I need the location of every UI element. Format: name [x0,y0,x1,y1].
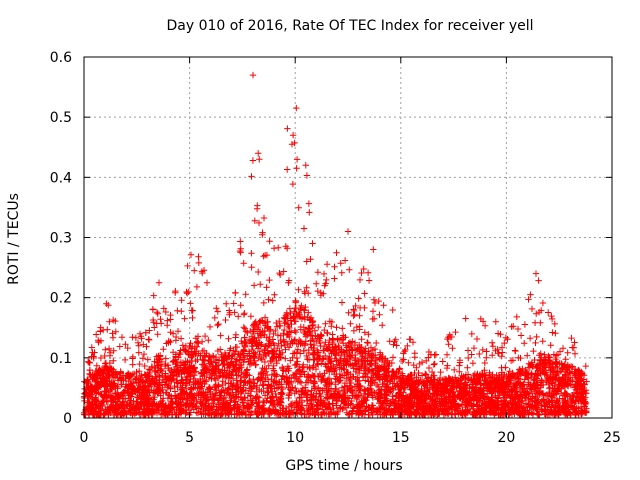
x-tick-label: 10 [286,430,304,446]
grid-layer [84,57,612,418]
y-tick-label: 0.3 [50,231,72,247]
roti-data-points [80,71,590,419]
y-tick-label: 0 [63,411,72,427]
data-points-layer [80,71,590,419]
x-tick-label: 20 [497,430,515,446]
chart-title: Day 010 of 2016, Rate Of TEC Index for r… [166,18,533,34]
y-tick-label: 0.4 [50,170,72,186]
y-tick-label: 0.6 [50,50,72,66]
x-tick-label: 25 [603,430,621,446]
y-tick-label: 0.5 [50,110,72,126]
y-tick-label: 0.2 [50,291,72,307]
x-tick-label: 5 [185,430,194,446]
ticks-layer [83,56,613,419]
x-tick-label: 0 [80,430,89,446]
y-axis-label: ROTI / TECUs [6,193,22,285]
x-tick-label: 15 [392,430,410,446]
y-tick-label: 0.1 [50,351,72,367]
tick-labels-layer: 0 5 10 15 20 25 0 0.1 0.2 0.3 0.4 0.5 0.6 [50,50,621,446]
x-axis-label: GPS time / hours [285,458,402,474]
